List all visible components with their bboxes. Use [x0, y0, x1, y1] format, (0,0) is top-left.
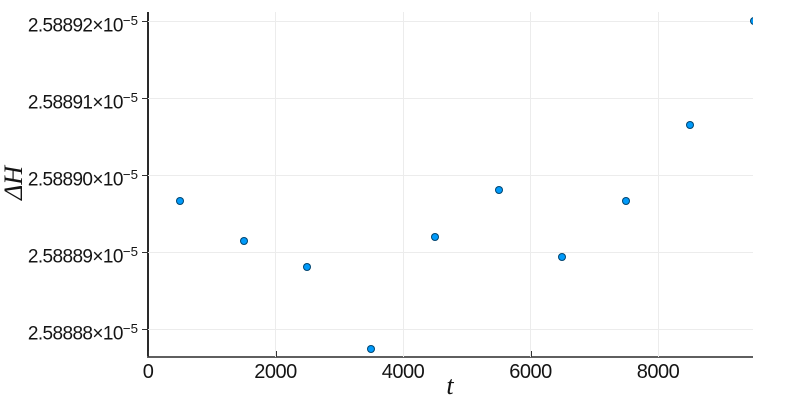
grid-line-horizontal: [148, 174, 753, 176]
data-point: [303, 262, 312, 271]
grid-line-horizontal: [148, 20, 753, 22]
y-tick-exponent: −5: [122, 167, 138, 183]
data-point: [622, 196, 631, 205]
grid-line-horizontal: [148, 328, 753, 330]
data-point: [685, 121, 694, 130]
x-tick-label: 4000: [381, 361, 425, 383]
x-axis-label: t: [446, 371, 454, 400]
data-point: [749, 17, 753, 26]
y-tick-label: 2.58890×10−5: [28, 164, 138, 191]
y-tick-exponent: −5: [122, 13, 138, 29]
y-tick-mantissa: 2.58888×10: [27, 323, 124, 345]
data-point: [558, 252, 567, 261]
y-tick-mantissa: 2.58892×10: [27, 15, 124, 37]
x-axis-spine: [147, 356, 753, 358]
data-point: [239, 236, 248, 245]
grid-line-vertical: [530, 12, 531, 357]
grid-line-vertical: [275, 12, 276, 357]
y-tick-exponent: −5: [122, 321, 138, 337]
grid-line-horizontal: [148, 251, 753, 253]
data-point: [367, 345, 376, 354]
y-tick-label: 2.58889×10−5: [28, 241, 138, 268]
y-tick-mantissa: 2.58890×10: [27, 169, 124, 191]
grid-line-horizontal: [148, 97, 753, 99]
y-axis-label: ΔH: [0, 165, 28, 201]
x-tick-label: 0: [142, 361, 154, 383]
data-point: [494, 185, 503, 194]
y-axis-spine: [147, 12, 149, 357]
x-tick-label: 2000: [254, 361, 297, 383]
x-tick-mark: [658, 351, 659, 357]
y-tick-mantissa: 2.58889×10: [27, 246, 124, 268]
x-tick-label: 6000: [509, 361, 552, 383]
y-tick-mark: [142, 329, 153, 331]
y-tick-exponent: −5: [122, 90, 138, 106]
y-tick-mark: [142, 175, 153, 177]
data-point: [430, 232, 439, 241]
y-tick-mantissa: 2.58891×10: [27, 92, 124, 114]
grid-line-vertical: [657, 12, 659, 357]
plot-area: [148, 12, 753, 357]
x-tick-mark: [403, 351, 404, 357]
y-tick-mark: [142, 21, 153, 23]
y-tick-label: 2.58891×10−5: [28, 87, 138, 114]
x-tick-label: 8000: [636, 361, 680, 383]
x-tick-mark: [530, 351, 532, 357]
y-tick-mark: [142, 252, 153, 254]
x-tick-mark: [148, 351, 149, 357]
y-tick-label: 2.58888×10−5: [28, 318, 138, 345]
grid-line-vertical: [402, 12, 404, 357]
x-tick-mark: [275, 351, 277, 357]
y-tick-exponent: −5: [122, 244, 138, 260]
y-tick-label: 2.58892×10−5: [28, 10, 138, 37]
data-point: [175, 196, 184, 205]
y-tick-mark: [142, 98, 153, 100]
